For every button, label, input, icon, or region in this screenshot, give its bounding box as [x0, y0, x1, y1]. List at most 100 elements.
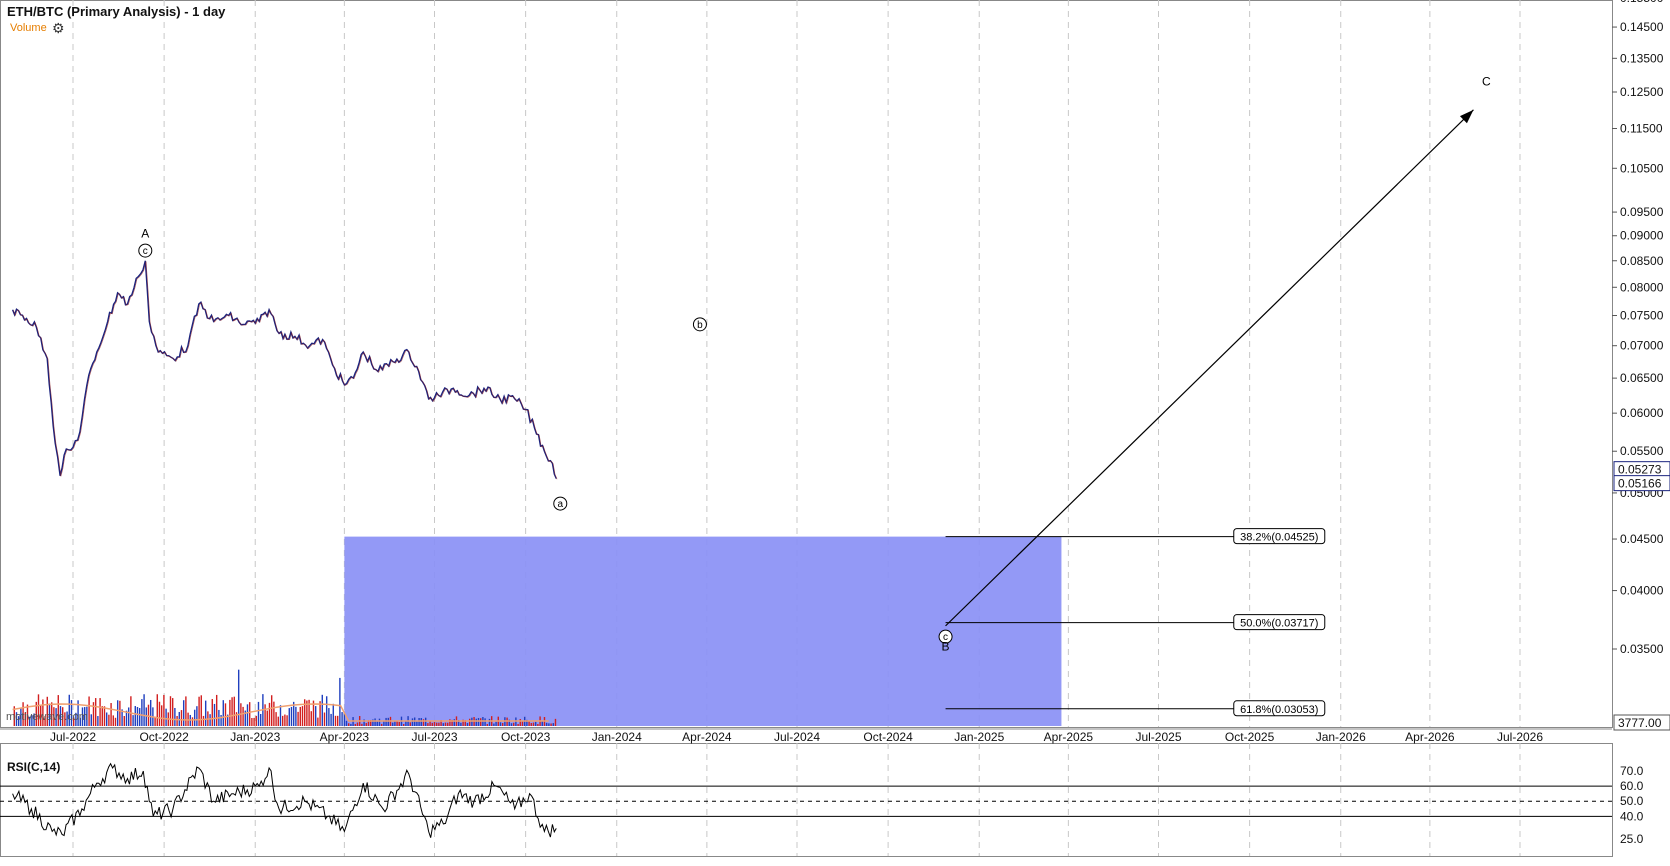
volume-tag: 3777.00 [1618, 716, 1662, 730]
volume-bar [330, 713, 332, 726]
volume-bar [457, 719, 460, 726]
volume-bar [13, 706, 15, 726]
volume-bar [193, 709, 196, 726]
volume-bar [550, 723, 552, 726]
volume-bar [134, 706, 136, 726]
y-tick-label: 0.06000 [1620, 406, 1664, 420]
fib-level-box [1233, 528, 1326, 545]
volume-bar [548, 723, 550, 726]
volume-bar [88, 696, 90, 726]
volume-bar [460, 722, 462, 726]
volume-bar [99, 698, 101, 726]
volume-bar [222, 700, 224, 726]
x-tick-label: Oct-2022 [139, 730, 189, 744]
volume-bar [411, 718, 414, 726]
volume-bar [530, 723, 532, 726]
volume-bar [446, 722, 449, 726]
volume-bar [297, 711, 299, 726]
volume-bar [57, 695, 59, 726]
volume-bar [132, 715, 134, 726]
volume-bar [83, 707, 86, 726]
volume-bar [130, 696, 132, 726]
wave-label: A [141, 226, 149, 240]
wave-label-circle [692, 317, 707, 332]
volume-bar [156, 694, 158, 726]
chart-title: ETH/BTC (Primary Analysis) - 1 day [7, 4, 226, 19]
volume-bar [319, 701, 321, 726]
volume-bar [378, 718, 381, 726]
x-tick-label: Jul-2026 [1497, 730, 1543, 744]
volume-bar [149, 699, 152, 726]
fib-level-box [1233, 614, 1326, 631]
volume-bar [55, 708, 57, 726]
volume-bar [286, 715, 288, 726]
volume-bar [299, 706, 301, 726]
x-tick-label: Jul-2024 [774, 730, 820, 744]
volume-bar [295, 706, 297, 726]
volume-bar [90, 714, 92, 726]
volume-bar [438, 722, 440, 726]
volume-bar [26, 704, 29, 726]
volume-bar [545, 722, 548, 726]
volume-tag-box [1613, 714, 1670, 731]
volume-bar [39, 704, 42, 726]
volume-bar [427, 723, 429, 726]
volume-bar [112, 715, 114, 726]
volume-bar [42, 699, 44, 726]
volume-bar [537, 723, 539, 726]
y-tick-label: 0.12500 [1620, 85, 1664, 99]
volume-bar [328, 708, 330, 726]
volume-bar [94, 698, 97, 726]
volume-indicator-label[interactable]: Volume [10, 22, 47, 34]
rsi-line [12, 762, 557, 838]
volume-bar [143, 694, 145, 726]
gear-icon[interactable]: ⚙ [52, 20, 65, 36]
x-tick-label: Jan-2024 [592, 730, 642, 744]
volume-bar [281, 715, 284, 726]
volume-bar [376, 721, 378, 726]
volume-bar [308, 699, 310, 726]
volume-bar [317, 717, 319, 726]
volume-bar [86, 706, 88, 726]
y-tick-label: 0.15500 [1620, 0, 1664, 5]
volume-bar [253, 717, 255, 726]
volume-bar [288, 708, 290, 726]
x-tick-label: Jul-2023 [411, 730, 457, 744]
fib-level-label: 61.8%(0.03053) [1240, 704, 1318, 716]
x-tick-label: Oct-2025 [1225, 730, 1275, 744]
rsi-tick-label: 25.0 [1620, 832, 1644, 846]
volume-bar [402, 723, 405, 726]
volume-bar [202, 715, 205, 726]
volume-bar [125, 710, 128, 726]
volume-bar [409, 722, 411, 726]
volume-bar [138, 708, 141, 726]
rsi-indicator-label[interactable]: RSI(C,14) [7, 760, 61, 774]
y-tick-label: 0.08000 [1620, 280, 1664, 294]
volume-bar [255, 715, 257, 726]
volume-bar [416, 721, 418, 726]
volume-bar [325, 696, 328, 726]
volume-bar [506, 717, 508, 726]
volume-bar [259, 713, 262, 726]
volume-bar [275, 712, 277, 726]
volume-bar [257, 701, 260, 726]
volume-bar [306, 700, 308, 726]
volume-bar [158, 701, 161, 726]
volume-bar [266, 710, 268, 726]
volume-bar [77, 700, 79, 726]
volume-bar [35, 701, 37, 726]
volume-bar [422, 719, 425, 726]
volume-bar [519, 719, 521, 726]
volume-bar [46, 696, 48, 726]
volume-bar [372, 719, 374, 726]
x-tick-label: Jul-2025 [1135, 730, 1181, 744]
volume-bar [301, 706, 304, 726]
volume-bar [464, 720, 466, 726]
volume-bar [343, 712, 345, 726]
volume-bar [334, 715, 337, 726]
volume-bar [233, 696, 235, 726]
volume-bar [220, 715, 222, 726]
volume-bar [103, 706, 106, 726]
volume-bar [350, 723, 352, 726]
